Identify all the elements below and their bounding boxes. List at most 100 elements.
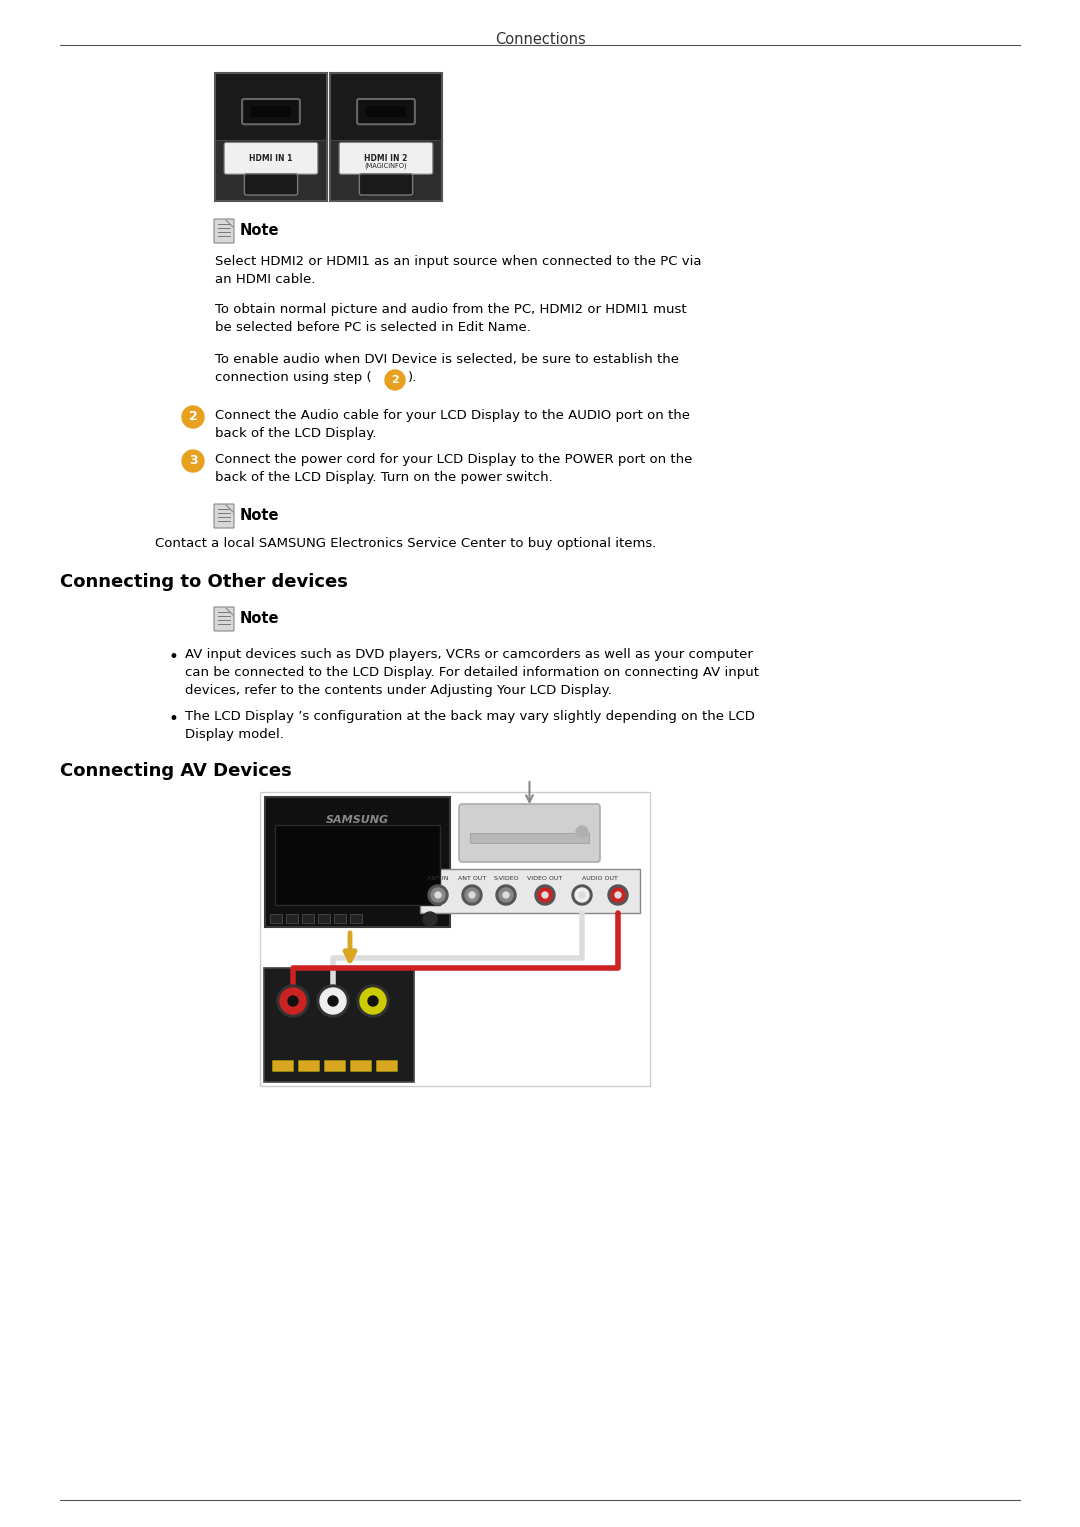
Circle shape bbox=[435, 892, 441, 898]
Text: Note: Note bbox=[240, 223, 280, 238]
Text: Connections: Connections bbox=[495, 32, 585, 47]
FancyBboxPatch shape bbox=[275, 825, 440, 906]
FancyBboxPatch shape bbox=[318, 915, 330, 922]
FancyBboxPatch shape bbox=[339, 142, 433, 174]
Text: HDMI IN 1: HDMI IN 1 bbox=[249, 154, 293, 163]
FancyBboxPatch shape bbox=[360, 174, 413, 195]
FancyBboxPatch shape bbox=[298, 1060, 320, 1072]
FancyBboxPatch shape bbox=[215, 73, 327, 139]
Text: Note: Note bbox=[240, 508, 280, 524]
FancyBboxPatch shape bbox=[302, 915, 314, 922]
Text: be selected before PC is selected in Edit Name.: be selected before PC is selected in Edi… bbox=[215, 321, 531, 334]
Text: (MAGICINFO): (MAGICINFO) bbox=[365, 162, 407, 169]
FancyBboxPatch shape bbox=[351, 1060, 372, 1072]
FancyBboxPatch shape bbox=[420, 869, 640, 913]
Circle shape bbox=[465, 889, 480, 902]
FancyBboxPatch shape bbox=[265, 797, 450, 927]
Text: can be connected to the LCD Display. For detailed information on connecting AV i: can be connected to the LCD Display. For… bbox=[185, 666, 759, 680]
Circle shape bbox=[579, 892, 585, 898]
FancyBboxPatch shape bbox=[242, 99, 300, 124]
FancyBboxPatch shape bbox=[225, 142, 318, 174]
Circle shape bbox=[538, 889, 552, 902]
Text: AUDIO OUT: AUDIO OUT bbox=[582, 876, 618, 881]
FancyBboxPatch shape bbox=[251, 107, 292, 118]
Text: 3: 3 bbox=[189, 455, 198, 467]
FancyBboxPatch shape bbox=[286, 915, 298, 922]
Text: back of the LCD Display.: back of the LCD Display. bbox=[215, 428, 377, 440]
Circle shape bbox=[496, 886, 516, 906]
Text: ).: ). bbox=[408, 371, 417, 383]
Circle shape bbox=[288, 996, 298, 1006]
Text: S-VIDEO: S-VIDEO bbox=[494, 876, 518, 881]
FancyBboxPatch shape bbox=[324, 1060, 346, 1072]
Circle shape bbox=[360, 988, 386, 1014]
FancyBboxPatch shape bbox=[244, 174, 298, 195]
Circle shape bbox=[280, 988, 306, 1014]
Text: 2: 2 bbox=[189, 411, 198, 423]
Circle shape bbox=[615, 892, 621, 898]
Circle shape bbox=[611, 889, 625, 902]
FancyBboxPatch shape bbox=[214, 218, 234, 243]
FancyBboxPatch shape bbox=[357, 99, 415, 124]
FancyBboxPatch shape bbox=[330, 73, 442, 139]
Circle shape bbox=[318, 985, 349, 1017]
FancyBboxPatch shape bbox=[330, 139, 442, 202]
Text: To enable audio when DVI Device is selected, be sure to establish the: To enable audio when DVI Device is selec… bbox=[215, 353, 679, 366]
Circle shape bbox=[384, 370, 405, 389]
Text: ANT OUT: ANT OUT bbox=[458, 876, 486, 881]
Text: connection using step (: connection using step ( bbox=[215, 371, 372, 383]
Text: AV input devices such as DVD players, VCRs or camcorders as well as your compute: AV input devices such as DVD players, VC… bbox=[185, 647, 753, 661]
Circle shape bbox=[320, 988, 346, 1014]
Circle shape bbox=[535, 886, 555, 906]
FancyBboxPatch shape bbox=[459, 805, 600, 863]
Text: To obtain normal picture and audio from the PC, HDMI2 or HDMI1 must: To obtain normal picture and audio from … bbox=[215, 302, 687, 316]
FancyBboxPatch shape bbox=[264, 968, 414, 1083]
Text: Connect the Audio cable for your LCD Display to the AUDIO port on the: Connect the Audio cable for your LCD Dis… bbox=[215, 409, 690, 421]
Circle shape bbox=[368, 996, 378, 1006]
Circle shape bbox=[183, 450, 204, 472]
FancyBboxPatch shape bbox=[470, 834, 589, 843]
Text: ANT IN: ANT IN bbox=[428, 876, 449, 881]
Text: SAMSUNG: SAMSUNG bbox=[326, 815, 389, 825]
Circle shape bbox=[469, 892, 475, 898]
Text: VIDEO OUT: VIDEO OUT bbox=[527, 876, 563, 881]
FancyBboxPatch shape bbox=[272, 1060, 294, 1072]
FancyBboxPatch shape bbox=[214, 504, 234, 528]
Circle shape bbox=[576, 826, 588, 838]
Circle shape bbox=[572, 886, 592, 906]
Circle shape bbox=[575, 889, 589, 902]
Text: The LCD Display ’s configuration at the back may vary slightly depending on the : The LCD Display ’s configuration at the … bbox=[185, 710, 755, 722]
Circle shape bbox=[499, 889, 513, 902]
FancyBboxPatch shape bbox=[215, 139, 327, 202]
Text: devices, refer to the contents under Adjusting Your LCD Display.: devices, refer to the contents under Adj… bbox=[185, 684, 611, 696]
Text: 2: 2 bbox=[391, 376, 399, 385]
Text: Display model.: Display model. bbox=[185, 728, 284, 741]
FancyBboxPatch shape bbox=[377, 1060, 397, 1072]
FancyBboxPatch shape bbox=[270, 915, 282, 922]
Text: HDMI IN 2: HDMI IN 2 bbox=[364, 154, 407, 163]
FancyBboxPatch shape bbox=[366, 107, 406, 118]
Text: Contact a local SAMSUNG Electronics Service Center to buy optional items.: Contact a local SAMSUNG Electronics Serv… bbox=[156, 538, 657, 550]
Text: Connecting AV Devices: Connecting AV Devices bbox=[60, 762, 292, 780]
Text: •: • bbox=[168, 710, 178, 728]
Circle shape bbox=[357, 985, 389, 1017]
FancyBboxPatch shape bbox=[334, 915, 346, 922]
FancyBboxPatch shape bbox=[214, 608, 234, 631]
Text: Select HDMI2 or HDMI1 as an input source when connected to the PC via: Select HDMI2 or HDMI1 as an input source… bbox=[215, 255, 702, 269]
Text: back of the LCD Display. Turn on the power switch.: back of the LCD Display. Turn on the pow… bbox=[215, 470, 553, 484]
Text: •: • bbox=[168, 647, 178, 666]
Circle shape bbox=[183, 406, 204, 428]
Circle shape bbox=[462, 886, 482, 906]
Circle shape bbox=[431, 889, 445, 902]
Circle shape bbox=[503, 892, 509, 898]
Text: an HDMI cable.: an HDMI cable. bbox=[215, 273, 315, 286]
Circle shape bbox=[328, 996, 338, 1006]
Circle shape bbox=[428, 886, 448, 906]
Text: Note: Note bbox=[240, 611, 280, 626]
Circle shape bbox=[423, 912, 437, 925]
FancyBboxPatch shape bbox=[350, 915, 362, 922]
Circle shape bbox=[608, 886, 627, 906]
Text: Connect the power cord for your LCD Display to the POWER port on the: Connect the power cord for your LCD Disp… bbox=[215, 454, 692, 466]
Circle shape bbox=[276, 985, 309, 1017]
Circle shape bbox=[542, 892, 548, 898]
